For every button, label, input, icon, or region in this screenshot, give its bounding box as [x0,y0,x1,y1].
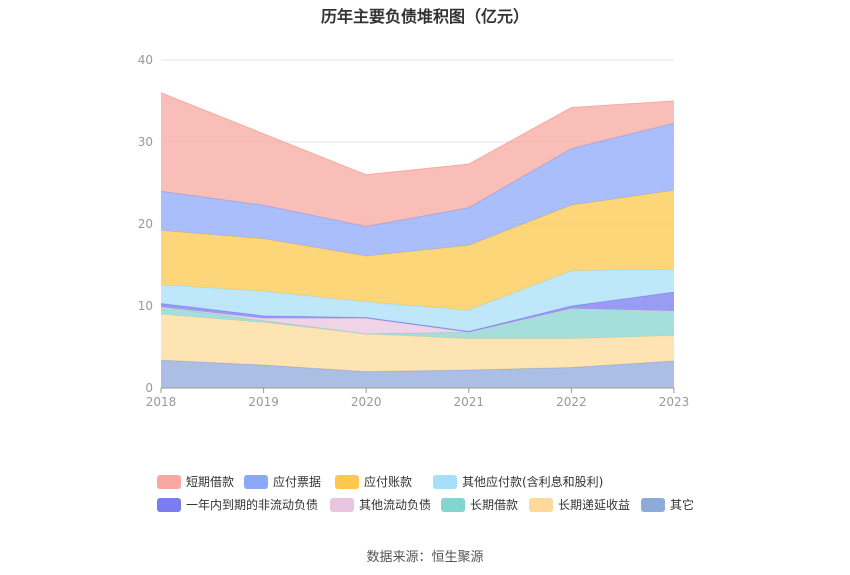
y-tick-label: 30 [138,135,153,149]
x-tick-label: 2022 [556,395,587,409]
legend-swatch [244,475,268,489]
areas [160,92,675,388]
legend-swatch [441,498,465,512]
area-series-7[interactable] [161,123,674,256]
legend-label: 其它 [670,497,694,512]
x-tick-label: 2019 [248,395,279,409]
legend-swatch [157,498,181,512]
x-tick-label: 2020 [351,395,382,409]
y-tick-label: 10 [138,299,153,313]
area-series-8[interactable] [161,92,674,227]
legend-label: 应付账款 [364,474,412,489]
legend-item[interactable]: 应付票据 [244,474,321,489]
legend-label: 短期借款 [186,475,234,489]
legend-item[interactable]: 其他应付款(含利息和股利) [433,474,603,489]
legend-item[interactable]: 短期借款 [157,475,234,489]
x-tick-label: 2023 [659,395,690,409]
area-line-8 [160,92,675,176]
area-series-3[interactable] [161,306,674,334]
legend-label: 其他应付款(含利息和股利) [462,474,603,489]
y-tick-label: 40 [138,53,153,67]
legend-swatch [529,498,553,512]
area-series-5[interactable] [161,269,674,332]
y-tick-label: 0 [145,381,153,395]
legend-item[interactable]: 其它 [641,497,694,512]
legend-label: 长期借款 [470,498,518,512]
area-series-6[interactable] [161,190,674,311]
legend-swatch [157,475,181,489]
legend-swatch [330,498,354,512]
legend-label: 其他流动负债 [359,498,431,512]
legend-item[interactable]: 其他流动负债 [330,498,431,512]
legend-label: 应付票据 [273,474,321,489]
legend-label: 一年内到期的非流动负债 [186,497,318,512]
legend-item[interactable]: 长期借款 [441,498,518,512]
chart-title: 历年主要负债堆积图（亿元） [320,7,529,26]
legend-swatch [433,475,457,489]
y-tick-label: 20 [138,217,153,231]
area-series-1[interactable] [161,314,674,372]
x-tick-label: 2018 [146,395,177,409]
legend-item[interactable]: 长期递延收益 [529,498,630,512]
legend-swatch [335,475,359,489]
x-tick-label: 2021 [454,395,485,409]
legend-item[interactable]: 应付账款 [335,474,412,489]
legend-swatch [641,498,665,512]
data-source: 数据来源：恒生聚源 [366,550,484,565]
legend-item[interactable]: 一年内到期的非流动负债 [157,497,318,512]
legend-label: 长期递延收益 [558,498,630,512]
